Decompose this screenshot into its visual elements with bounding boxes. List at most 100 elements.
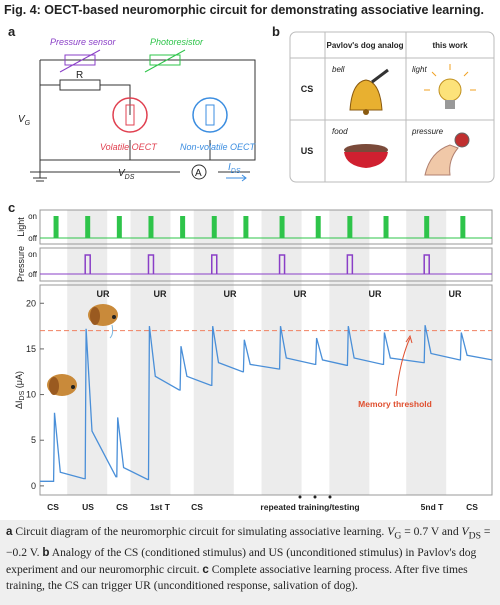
cell-label: pressure — [411, 127, 444, 136]
caption-symbol: V — [387, 525, 395, 538]
figure-caption: a Circuit diagram of the neuromorphic ci… — [0, 520, 500, 605]
plot-frame — [39, 284, 493, 496]
circuit-labels: Pressure sensor Photoresistor R VG Volat… — [18, 37, 257, 181]
symbol: V — [118, 168, 126, 179]
y-tick-label: 10 — [26, 390, 36, 400]
circuit-diagram: a — [8, 24, 256, 182]
caption-subscript: G — [394, 530, 402, 542]
level-label: off — [28, 270, 38, 279]
ammeter-label: A — [195, 168, 202, 179]
cell-label: bell — [332, 65, 345, 74]
level-label: on — [28, 212, 37, 221]
component-label: Volatile OECT — [100, 142, 158, 152]
current-label: IDS — [228, 162, 241, 175]
row-label: Light — [16, 217, 26, 237]
caption-subscript: DS — [468, 530, 481, 542]
caption-text: = −0.2 V. — [6, 525, 491, 559]
response-label: UR — [154, 289, 167, 299]
subscript: DS — [19, 390, 26, 400]
light-pulse — [180, 216, 186, 238]
pressure-pulse — [278, 254, 286, 274]
stage-label: CS — [116, 502, 128, 512]
y-tick-label: 15 — [26, 344, 36, 354]
panel-letter: c — [8, 200, 15, 215]
pressure-frame — [39, 247, 493, 282]
light-pulse — [243, 216, 249, 238]
light-pulse — [53, 216, 59, 238]
row-label: Pressure — [16, 246, 26, 282]
voltage-label: VDS — [118, 168, 135, 181]
pressure-pulse — [211, 254, 218, 274]
subscript: DS — [231, 168, 241, 175]
stage-label: CS — [466, 502, 478, 512]
training-band — [329, 210, 370, 495]
light-pulse — [85, 216, 91, 238]
stage-label: US — [82, 502, 94, 512]
level-label: on — [28, 250, 37, 259]
y-tick-label: 0 — [31, 481, 36, 491]
light-pulse — [347, 216, 353, 238]
bulb-icon — [424, 64, 476, 109]
level-label: off — [28, 234, 38, 243]
panel-letter: b — [272, 24, 280, 39]
y-tick-label: 20 — [26, 298, 36, 308]
row-header: US — [301, 146, 314, 156]
light-pulse — [460, 216, 466, 238]
response-label: UR — [97, 289, 110, 299]
figure: Fig. 4: OECT-based neuromorphic circuit … — [4, 3, 495, 512]
subscript: DS — [125, 174, 135, 181]
stage-label: 1st T — [150, 502, 171, 512]
dog-illustration — [47, 304, 118, 396]
symbol: V — [18, 114, 26, 125]
row-header: CS — [301, 84, 314, 94]
light-pulse — [148, 216, 154, 238]
unit: (μA) — [14, 371, 24, 391]
component-label: Pressure sensor — [50, 37, 117, 47]
press-icon — [424, 132, 470, 176]
y-axis-label: ΔIDS (μA) — [14, 371, 26, 409]
voltage-label: VG — [18, 114, 31, 127]
cell-label: light — [412, 65, 427, 74]
light-pulse — [424, 216, 430, 238]
training-band — [130, 210, 171, 495]
pressure-pulse — [423, 254, 430, 274]
caption-text: Complete associative learning process. A… — [6, 562, 468, 593]
caption-letter: c — [202, 562, 209, 576]
symbol: ΔI — [14, 400, 24, 409]
subscript: G — [25, 120, 31, 127]
response-label: UR — [449, 289, 462, 299]
column-header: this work — [432, 41, 468, 50]
caption-letter: a — [6, 525, 13, 538]
component-label: R — [76, 70, 83, 81]
panel-letter: a — [8, 24, 16, 39]
response-label: UR — [369, 289, 382, 299]
pressure-pulse — [84, 254, 91, 274]
training-band — [261, 210, 302, 495]
training-band — [193, 210, 234, 495]
response-label: UR — [224, 289, 237, 299]
pressure-pulse — [147, 254, 155, 274]
threshold-label: Memory threshold — [358, 399, 432, 409]
column-header: Pavlov's dog analog — [326, 41, 403, 50]
stage-label: CS — [191, 502, 203, 512]
bell-icon — [349, 68, 389, 115]
threshold-arrow — [395, 334, 413, 397]
pressure-pulse — [346, 254, 354, 274]
figure-title: Fig. 4: OECT-based neuromorphic circuit … — [4, 3, 484, 17]
component-label: Non-volatile OECT — [180, 142, 257, 152]
training-band — [406, 210, 447, 495]
symbol: I — [228, 162, 231, 173]
component-label: Photoresistor — [150, 37, 204, 47]
caption-letter: b — [42, 545, 50, 559]
y-tick-label: 5 — [31, 435, 36, 445]
light-pulse — [211, 216, 217, 238]
light-pulse — [383, 216, 389, 238]
response-curve — [40, 325, 493, 482]
stage-label: 5nd T — [421, 502, 444, 512]
cell-label: food — [332, 127, 348, 136]
stage-label: repeated training/testing — [260, 502, 359, 512]
caption-symbol: V — [461, 525, 469, 538]
light-frame — [39, 209, 493, 245]
